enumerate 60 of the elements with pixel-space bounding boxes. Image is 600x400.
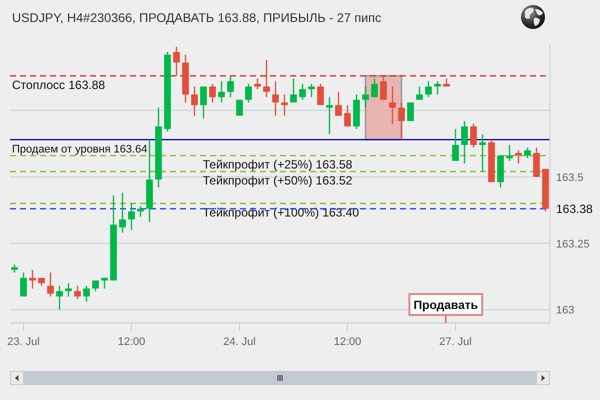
candlestick xyxy=(83,285,90,302)
candlestick xyxy=(272,80,279,116)
candlestick xyxy=(470,123,477,148)
ref-line-label: Тейкпрофит (+25%) 163.58 xyxy=(202,158,353,172)
candlestick xyxy=(308,83,315,98)
candlestick xyxy=(506,144,513,162)
chart-title: USDJPY, H4#230366, ПРОДАВАТЬ 163.88, ПРИБЫЛЬ - 27 пипс xyxy=(12,11,382,25)
candlestick xyxy=(452,128,459,162)
candlestick xyxy=(389,86,396,124)
candlestick xyxy=(263,59,270,98)
candlestick xyxy=(317,83,324,106)
ref-line-label: Стоплосс 163.88 xyxy=(12,78,106,92)
candlestick xyxy=(425,80,432,98)
candlestick xyxy=(515,150,522,164)
candlestick xyxy=(74,285,81,300)
candlestick xyxy=(218,80,225,104)
y-tick-label: 163.25 xyxy=(556,238,590,250)
candlestick xyxy=(398,102,405,140)
candlestick xyxy=(299,83,306,100)
x-tick-label: 27. Jul xyxy=(439,336,472,348)
annotation: Продавать xyxy=(413,298,478,312)
candlestick xyxy=(191,86,198,116)
candlestick xyxy=(344,104,351,128)
candlestick xyxy=(119,192,126,234)
x-tick-label: 12:00 xyxy=(334,336,362,348)
candlestick xyxy=(65,282,72,298)
candlestick xyxy=(524,146,531,159)
candlestick xyxy=(335,91,342,116)
candlestick xyxy=(326,96,333,135)
candlestick xyxy=(254,78,261,90)
ref-line-label: Тейкпрофит (+50%) 163.52 xyxy=(202,174,353,188)
candlestick xyxy=(434,80,441,96)
x-tick-label: 23. Jul xyxy=(7,336,40,348)
ref-line-label: Тейкпрофит (+100%) 163.40 xyxy=(202,205,360,220)
candlestick xyxy=(461,120,468,164)
candlestick xyxy=(479,134,486,172)
candlestick xyxy=(209,83,216,104)
candlestick xyxy=(380,75,387,100)
candlestick xyxy=(20,272,27,298)
y-tick-label: 163 xyxy=(556,304,574,317)
ref-line-label: Продаем от уровня 163.64 xyxy=(12,144,148,156)
candlestick xyxy=(533,146,540,178)
candlestick xyxy=(290,78,297,104)
ref-line-label: 163.38 xyxy=(556,202,594,216)
candlestick xyxy=(173,46,180,77)
x-tick-label: 24. Jul xyxy=(223,336,256,348)
candlestick xyxy=(245,83,252,104)
candlestick xyxy=(56,285,63,310)
candlestick xyxy=(128,202,135,231)
candlestick xyxy=(47,272,54,298)
candlestick xyxy=(227,75,234,98)
candlestick xyxy=(416,86,423,100)
y-tick-label: 163.5 xyxy=(556,172,584,184)
x-tick-label: 12:00 xyxy=(118,336,146,348)
candlestick xyxy=(281,94,288,116)
candlestick xyxy=(371,78,378,98)
candlestick xyxy=(200,86,207,120)
candlestick xyxy=(137,205,144,218)
candlestick xyxy=(362,86,369,108)
candlestick xyxy=(29,269,36,290)
